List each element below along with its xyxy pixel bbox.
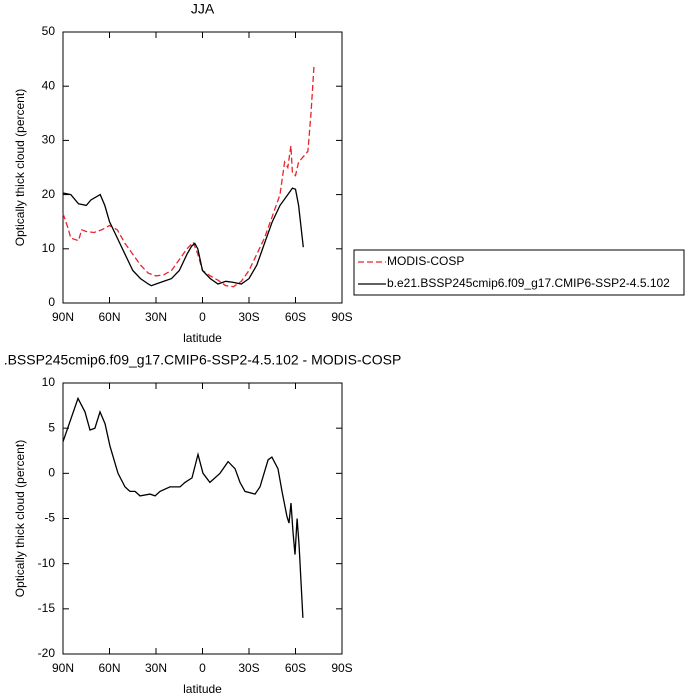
- x-tick-label: 30N: [145, 661, 167, 675]
- x-tick-label: 0: [199, 310, 206, 324]
- x-tick-label: 90N: [52, 661, 74, 675]
- x-tick-label: 30S: [238, 661, 259, 675]
- x-axis-label: latitude: [183, 331, 222, 345]
- x-tick-label: 30S: [238, 310, 259, 324]
- x-tick-label: 90N: [52, 310, 74, 324]
- y-tick-label: -15: [38, 601, 56, 615]
- x-tick-label: 90S: [331, 310, 352, 324]
- legend-label: MODIS-COSP: [387, 254, 464, 268]
- y-tick-label: 0: [48, 466, 55, 480]
- y-tick-label: 0: [48, 295, 55, 309]
- x-tick-label: 60S: [285, 661, 306, 675]
- y-tick-label: 30: [42, 133, 56, 147]
- y-tick-label: 10: [42, 241, 56, 255]
- y-tick-label: 50: [42, 24, 56, 38]
- plot-frame: [62, 31, 343, 304]
- y-tick-label: -5: [44, 511, 55, 525]
- data-line: [62, 64, 315, 288]
- x-tick-label: 0: [199, 661, 206, 675]
- data-line: [62, 187, 304, 287]
- y-axis-label: Optically thick cloud (percent): [13, 440, 27, 597]
- plot-frame: [62, 382, 343, 655]
- x-tick-label: 60N: [98, 661, 120, 675]
- x-tick-label: 60N: [98, 310, 120, 324]
- y-tick-label: 40: [42, 78, 56, 92]
- chart-title: .BSSP245cmip6.f09_g17.CMIP6-SSP2-4.5.102…: [4, 352, 402, 368]
- y-tick-label: 5: [48, 420, 55, 434]
- x-tick-label: 30N: [145, 310, 167, 324]
- y-tick-label: -10: [38, 556, 56, 570]
- x-axis-label: latitude: [183, 682, 222, 696]
- chart-title: JJA: [191, 1, 215, 17]
- data-line: [62, 396, 304, 618]
- x-tick-label: 60S: [285, 310, 306, 324]
- legend-frame: [353, 249, 685, 296]
- x-tick-label: 90S: [331, 661, 352, 675]
- y-axis-label: Optically thick cloud (percent): [13, 89, 27, 246]
- y-tick-label: 10: [42, 375, 56, 389]
- y-tick-label: -20: [38, 646, 56, 660]
- y-tick-label: 20: [42, 187, 56, 201]
- legend-label: b.e21.BSSP245cmip6.f09_g17.CMIP6-SSP2-4.…: [387, 276, 670, 290]
